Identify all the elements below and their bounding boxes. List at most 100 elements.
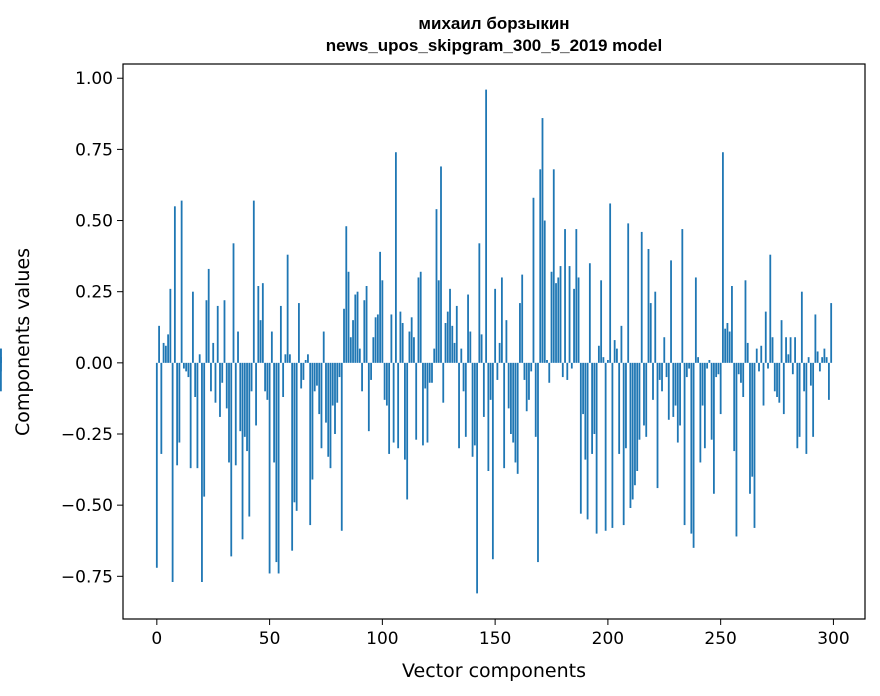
y-tick-label: 0.25 bbox=[75, 283, 113, 303]
bar bbox=[791, 362, 794, 375]
bar bbox=[343, 308, 345, 363]
y-tick-label: −0.75 bbox=[61, 567, 113, 587]
y-tick-label: 0.75 bbox=[75, 140, 113, 160]
chart-title-line-2: news_upos_skipgram_300_5_2019 model bbox=[326, 36, 662, 55]
bar bbox=[370, 362, 372, 380]
bar bbox=[740, 362, 742, 383]
bar bbox=[329, 362, 332, 469]
bar bbox=[500, 277, 503, 363]
bar bbox=[555, 283, 557, 363]
bar bbox=[582, 362, 584, 415]
bar bbox=[742, 362, 745, 397]
bar bbox=[252, 200, 255, 363]
bar bbox=[467, 294, 469, 363]
x-tick-label: 50 bbox=[259, 629, 281, 649]
bar bbox=[789, 337, 792, 363]
bar bbox=[469, 331, 472, 363]
bar bbox=[286, 254, 289, 363]
bar bbox=[399, 311, 402, 363]
bar bbox=[431, 362, 433, 383]
axis-ticks: 0 50 100 150 200 250 300 −0.75 −0.50 −0.25 0.00 0.2… bbox=[61, 69, 850, 649]
bar bbox=[537, 362, 539, 563]
bar bbox=[749, 362, 751, 494]
bar bbox=[223, 300, 226, 363]
bar bbox=[627, 223, 630, 363]
bar bbox=[356, 291, 359, 363]
bar bbox=[620, 325, 623, 363]
bar bbox=[210, 362, 212, 392]
bar bbox=[207, 268, 210, 363]
y-tick-label: 1.00 bbox=[75, 69, 113, 89]
bar bbox=[737, 362, 740, 375]
bar bbox=[201, 362, 203, 582]
bar bbox=[451, 325, 454, 363]
bar bbox=[688, 362, 690, 369]
bar bbox=[288, 354, 291, 363]
bar bbox=[769, 254, 772, 363]
bar bbox=[625, 362, 627, 449]
bar bbox=[807, 357, 810, 363]
bar bbox=[744, 280, 747, 363]
bar bbox=[570, 362, 573, 369]
bar bbox=[171, 362, 174, 582]
x-tick-label: 300 bbox=[817, 629, 849, 649]
bar bbox=[300, 362, 303, 389]
bar bbox=[160, 362, 163, 454]
bar bbox=[482, 362, 485, 417]
bar bbox=[415, 362, 418, 440]
bar bbox=[458, 362, 460, 449]
bar bbox=[268, 362, 271, 574]
bar bbox=[776, 362, 778, 397]
bar bbox=[336, 362, 339, 403]
bar bbox=[579, 362, 582, 514]
bar bbox=[818, 362, 821, 372]
bar bbox=[473, 362, 476, 446]
bar bbox=[352, 320, 354, 363]
bar bbox=[731, 286, 733, 363]
bar bbox=[187, 362, 190, 378]
bar bbox=[322, 331, 325, 363]
bar bbox=[374, 317, 377, 363]
bar bbox=[0, 357, 2, 363]
x-tick-label: 0 bbox=[151, 629, 162, 649]
bar bbox=[692, 362, 695, 548]
y-tick-label: −0.25 bbox=[61, 425, 113, 445]
bar bbox=[354, 294, 357, 363]
bar bbox=[663, 337, 666, 363]
bar bbox=[794, 337, 796, 363]
bar bbox=[550, 271, 553, 363]
bar bbox=[505, 320, 508, 363]
x-tick-label: 200 bbox=[592, 629, 624, 649]
bar bbox=[629, 362, 632, 508]
bar bbox=[541, 118, 544, 363]
bar bbox=[609, 203, 612, 363]
bar bbox=[216, 305, 219, 363]
bar bbox=[257, 286, 260, 363]
bar bbox=[327, 362, 330, 457]
bar bbox=[255, 362, 257, 426]
bar bbox=[284, 354, 287, 363]
bar bbox=[180, 200, 183, 363]
bar bbox=[347, 271, 350, 363]
bar bbox=[512, 362, 515, 443]
bar bbox=[345, 226, 348, 363]
bar bbox=[528, 362, 530, 400]
bar bbox=[498, 342, 501, 363]
bar bbox=[230, 362, 233, 557]
bar bbox=[462, 362, 465, 392]
bar bbox=[248, 362, 251, 517]
bar bbox=[767, 362, 769, 369]
bar bbox=[638, 362, 641, 440]
bar bbox=[205, 300, 208, 363]
bar bbox=[243, 362, 246, 437]
bar bbox=[392, 362, 395, 443]
bar bbox=[313, 362, 316, 392]
bar bbox=[478, 243, 481, 363]
bar bbox=[667, 362, 670, 420]
bar bbox=[577, 277, 580, 363]
bar bbox=[726, 323, 729, 363]
bar bbox=[708, 360, 711, 363]
bar bbox=[361, 362, 363, 392]
bar bbox=[228, 362, 230, 463]
